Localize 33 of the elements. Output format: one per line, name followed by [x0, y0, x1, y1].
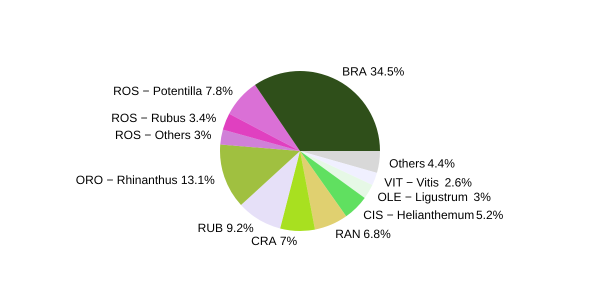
pie-slice — [300, 151, 380, 173]
pie-slice — [300, 151, 377, 186]
slice-label: RAN — [335, 226, 361, 241]
data-label: 13.1% — [180, 173, 216, 188]
data-label: 4.4% — [428, 156, 456, 170]
data-label: 3% — [474, 190, 492, 204]
pie-slice — [222, 114, 300, 151]
slice-label: CIS − Helianthemum — [363, 208, 474, 222]
data-label: 5.2% — [476, 208, 504, 222]
pie-slice — [300, 151, 372, 198]
data-label: 3.4% — [188, 110, 217, 125]
pie-slice — [280, 151, 315, 231]
slice-label: VIT − Vitis — [384, 176, 439, 190]
data-label: 3% — [194, 128, 212, 142]
data-label: 7.8% — [206, 84, 234, 98]
slice-label: ORO − Rhinanthus — [76, 173, 178, 188]
data-label: 34.5% — [370, 64, 405, 78]
slice-label: CRA — [251, 234, 276, 248]
slice-label: ROS − Others — [115, 128, 191, 142]
data-label: 6.8% — [363, 226, 392, 241]
pie-slice — [300, 151, 365, 216]
data-label: 9.2% — [226, 221, 254, 236]
data-label: 2.6% — [444, 176, 472, 190]
slice-label: Others — [389, 156, 426, 170]
data-label: 7% — [280, 234, 298, 248]
pie-slice — [220, 130, 300, 151]
slice-label: BRA — [342, 64, 367, 78]
slice-label: RUB — [198, 221, 224, 236]
pie-slice — [300, 151, 346, 230]
slice-label: OLE − Ligustrum — [377, 190, 468, 204]
slice-label: ROS − Rubus — [111, 110, 186, 125]
pie-slice — [220, 144, 300, 206]
slice-label: ROS − Potentilla — [113, 84, 203, 98]
